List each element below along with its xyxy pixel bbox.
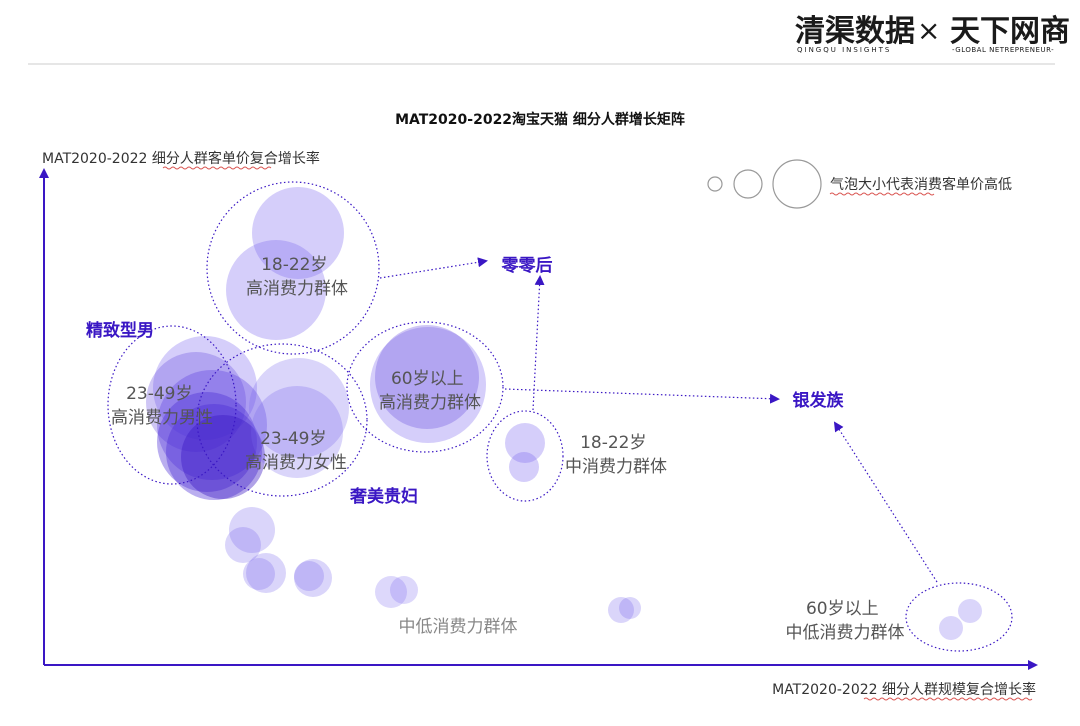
outline-female [196,343,368,497]
bubble [294,561,324,591]
label-midlow: 中低消费力群体 [399,617,518,637]
bubble [146,352,246,452]
segment-refined-men: 精致型男 [86,320,154,341]
outline-60-high [346,321,504,453]
x-axis-label: MAT2020-2022 细分人群规模复合增长率 [772,681,1036,698]
y-axis-label-underline [162,166,272,170]
size-legend: 气泡大小代表消费客单价高低 [707,159,1012,209]
label-female: 23-49岁 高消费力女性 [245,429,347,473]
label-60-midlow: 60岁以上 中低消费力群体 [786,599,905,643]
bubble [157,392,257,492]
qingqu-logo: 清渠数据 [795,14,915,49]
bubble [505,423,545,463]
bubble [249,358,349,458]
bubble [390,576,418,604]
outline-male [107,325,237,485]
bubble [252,187,344,279]
segment-gen-z: 零零后 [501,256,553,276]
arrow-to-silver [504,388,780,404]
bubble [226,240,326,340]
outline-18-22-medium [486,410,564,502]
bubble [157,370,267,480]
legend-text: 气泡大小代表消费客单价高低 [830,176,1012,193]
segment-luxury-women: 奢美贵妇 [349,486,418,507]
bubble [166,404,262,500]
trend-arrows [379,257,938,583]
label-60-high: 60岁以上 高消费力群体 [379,369,481,413]
segment-silver: 银发族 [793,390,845,411]
bubble [939,616,963,640]
qingqu-logo-subtitle: QINGQU INSIGHTS [797,46,891,54]
bubble [958,599,982,623]
outline-60-midlow [905,582,1013,652]
label-18-22-high: 18-22岁 高消费力群体 [246,255,348,299]
bubble [370,327,486,443]
bubble [619,597,641,619]
bubble [181,415,265,499]
bubbles [146,187,982,640]
segment-labels: 零零后 精致型男 银发族 奢美贵妇 [86,256,844,507]
bubble [153,336,257,440]
tianxia-logo-subtitle: -GLOBAL NETREPRENEUR- [952,46,1054,54]
bubble [229,507,275,553]
legend-text-underline [829,192,935,196]
bubble [608,597,634,623]
label-male: 23-49岁 高消费力男性 [111,384,213,428]
bubble [509,452,539,482]
y-axis-label: MAT2020-2022 细分人群客单价复合增长率 [42,150,320,167]
arrow-to-gen-z [379,257,488,279]
arrow-midlow-to-silver [833,421,938,583]
x-axis-label-underline [863,697,1033,701]
bubble [375,325,479,429]
group-outlines [107,181,1013,652]
tianxia-logo: 天下网商 [950,14,1070,49]
label-18-22-medium: 18-22岁 中消费力群体 [565,433,667,477]
bubble [246,553,286,593]
legend-circle-medium [733,169,763,199]
bubble [243,558,275,590]
legend-circle-large [772,159,822,209]
group-labels: 18-22岁 高消费力群体 23-49岁 高消费力男性 23-49岁 高消费力女… [111,255,905,643]
bubble [294,559,332,597]
chart-title: MAT2020-2022淘宝天猫 细分人群增长矩阵 [395,111,685,128]
bubble [251,386,343,478]
legend-circle-small [707,176,723,192]
brand-header: 清渠数据 QINGQU INSIGHTS × 天下网商 -GLOBAL NETR… [795,14,1070,54]
bubble [375,576,407,608]
bubble [225,527,261,563]
times-symbol: × [917,14,940,47]
outline-18-22-high [206,181,380,355]
